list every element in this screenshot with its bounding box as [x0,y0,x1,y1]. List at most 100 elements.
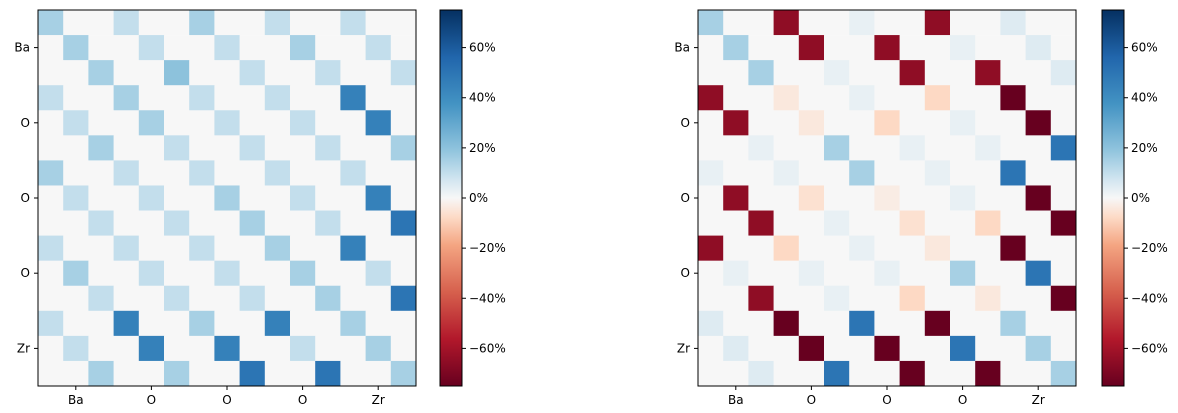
x-tick-label: O [882,393,891,407]
heatmap-cell [214,10,240,36]
heatmap-cell [950,210,976,236]
heatmap-cell [950,60,976,86]
heatmap-cell [698,285,724,312]
heatmap-cell [849,135,875,161]
heatmap-cell [214,35,240,61]
heatmap-cell [824,285,850,312]
heatmap-cell [798,60,825,86]
heatmap-cell [214,210,240,236]
heatmap-cell [138,35,165,61]
heatmap-cell [1025,85,1052,111]
heatmap-cell [340,10,366,36]
heatmap-cell [1025,235,1052,261]
heatmap-cell [698,335,724,362]
heatmap-cell [164,10,190,36]
heatmap-cell [723,85,749,111]
heatmap-cell [975,185,1001,211]
heatmap-cell [924,85,951,111]
heatmap-cell [239,285,266,312]
y-tick-label: O [21,116,30,130]
heatmap-cell [239,260,266,287]
heatmap-cell [390,60,417,86]
heatmap-cell [723,360,749,387]
colorbar-tick-label: 20% [1131,141,1158,155]
heatmap-cell [189,360,215,387]
heatmap-cell [189,285,215,312]
heatmap-cell [798,135,825,161]
heatmap-cell [748,110,774,136]
heatmap-cell [88,260,114,287]
heatmap-cell [189,35,215,61]
heatmap-cell [113,310,140,337]
heatmap-cell [975,110,1001,136]
heatmap-cell [1050,360,1077,387]
heatmap-cell [874,60,900,86]
heatmap-cell [138,10,165,36]
heatmap-cell [315,185,341,211]
heatmap-cell [264,260,291,287]
heatmap-cell [113,160,140,186]
heatmap-cell [189,310,215,337]
heatmap-cell [899,360,926,387]
heatmap-cell [189,85,215,111]
heatmap-cell [390,110,417,136]
y-tick-label: Ba [14,41,30,55]
colorbar-tick-label: −40% [1131,291,1168,305]
heatmap-cell [290,285,316,312]
heatmap-cell [113,135,140,161]
heatmap-cell [189,235,215,261]
heatmap-cell [340,335,366,362]
heatmap-cell [924,210,951,236]
heatmap-cell [365,135,392,161]
heatmap-cell [264,85,291,111]
heatmap-cell [824,235,850,261]
heatmap-cell [1050,85,1077,111]
heatmap-cell [748,35,774,61]
heatmap-cell [63,235,89,261]
heatmap-cell [189,110,215,136]
heatmap-cell [723,110,749,136]
heatmap-cell [975,160,1001,186]
heatmap-cell [899,335,926,362]
heatmap-cell [950,185,976,211]
heatmap-cell [1025,335,1052,362]
heatmap-cell [315,335,341,362]
heatmap-cell [924,60,951,86]
heatmap-cell [1025,285,1052,312]
heatmap-cell [290,335,316,362]
heatmap-cell [824,260,850,287]
heatmap-cell [365,85,392,111]
heatmap-cell [113,285,140,312]
heatmap-cell [849,60,875,86]
heatmap-cell [1000,185,1026,211]
heatmap-cell [113,10,140,36]
heatmap-cell [849,110,875,136]
heatmap-cell [1025,210,1052,236]
heatmap-cell [189,160,215,186]
heatmap-cell [365,335,392,362]
heatmap-cell [63,310,89,337]
heatmap-cell [164,210,190,236]
heatmap-cell [723,310,749,337]
heatmap-panel-2: Ba O O O Zr Ba O O O Zr [674,9,1077,407]
heatmap-cell [239,85,266,111]
heatmap-cell [239,160,266,186]
heatmap-cell [773,110,800,136]
heatmap-cell [63,135,89,161]
heatmap-cell [63,285,89,312]
heatmap-cell [164,110,190,136]
heatmap-cell [849,285,875,312]
heatmap-cell [1000,310,1026,337]
heatmap-cell [773,360,800,387]
heatmap-cell [950,285,976,312]
heatmap-cell [340,60,366,86]
heatmap-cell [1025,185,1052,211]
heatmap-cell [340,235,366,261]
heatmap-cell [773,185,800,211]
heatmap-cell [164,35,190,61]
heatmap-cell [849,210,875,236]
heatmap-cell [773,285,800,312]
heatmap-cell [264,160,291,186]
heatmap-cell [950,35,976,61]
x-tick-label: O [958,393,967,407]
